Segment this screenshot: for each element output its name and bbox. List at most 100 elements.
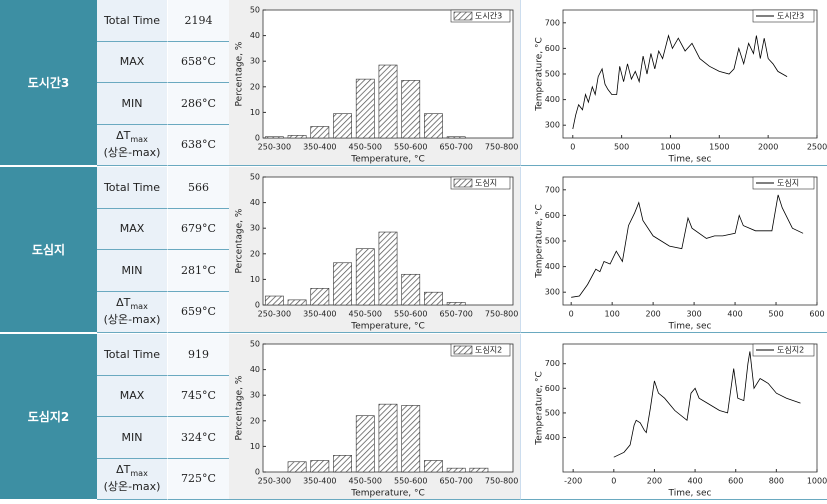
bar — [355, 248, 375, 306]
y-tick-label: 400 — [545, 95, 560, 104]
bar — [469, 467, 489, 473]
y-tick-label: 500 — [545, 70, 560, 79]
y-axis-label: Temperature, °C — [535, 371, 545, 446]
x-tick-label: 100 — [605, 310, 620, 319]
y-tick-label: 20 — [250, 82, 260, 91]
stat-label-note: (상온-max) — [103, 313, 161, 327]
x-tick-label: 200 — [647, 477, 662, 486]
bar — [401, 273, 421, 306]
y-tick-label: 700 — [545, 359, 560, 368]
y-tick-label: 0 — [255, 301, 260, 310]
bar — [355, 78, 375, 139]
x-tick-label: 500 — [768, 310, 783, 319]
legend-label: 도심지 — [777, 178, 799, 188]
x-tick-label: 750-800 — [485, 477, 518, 486]
stat-value-text: 2194 — [184, 13, 213, 27]
stat-label-line: ΔTmax — [104, 129, 161, 144]
legend-box — [752, 9, 815, 23]
stat-label: Total Time — [97, 167, 168, 209]
stat-value: 679°C — [168, 208, 229, 250]
stat-label-note: (상온-max) — [103, 146, 161, 160]
x-tick-label: 350-400 — [303, 310, 336, 319]
y-tick-label: 600 — [545, 211, 560, 220]
bar — [446, 136, 466, 139]
stat-label-line: ΔTmax — [104, 296, 161, 311]
stat-label: MAX — [97, 208, 168, 250]
x-tick-label: 2000 — [758, 143, 778, 152]
bar — [264, 295, 284, 306]
stat-value: 659°C — [168, 291, 229, 333]
stat-value: 281°C — [168, 250, 229, 292]
y-tick-label: 700 — [545, 185, 560, 194]
x-tick-label: 450-500 — [349, 477, 382, 486]
legend-label: 도심지2 — [475, 345, 502, 355]
x-tick-label: 800 — [769, 477, 784, 486]
stat-label-text: Total Time — [103, 180, 161, 194]
x-tick-label: 1000 — [660, 143, 680, 152]
legend-swatch — [453, 345, 473, 355]
stat-label-line: ΔTmax — [104, 463, 161, 478]
stat-label-text: MIN — [121, 263, 143, 277]
x-tick-label: 550-600 — [394, 143, 427, 152]
row-label: 도심지2 — [0, 334, 97, 501]
bar — [333, 455, 352, 473]
y-tick-label: 400 — [545, 433, 560, 442]
legend-box — [752, 343, 815, 357]
x-tick-label: 450-500 — [349, 310, 382, 319]
bar — [424, 460, 443, 473]
stat-value-text: 679°C — [181, 222, 216, 236]
x-tick-label: 0 — [570, 143, 575, 152]
stat-label-text: MIN — [121, 96, 143, 110]
bar — [378, 64, 398, 139]
y-tick-label: 30 — [250, 391, 260, 400]
x-tick-label: 2500 — [807, 143, 827, 152]
stat-label-wrap: ΔTmax (상온-max) — [104, 129, 161, 160]
y-tick-label: 50 — [250, 173, 260, 182]
line-panel: 400 500 600 700 Temperature, °C Time, sec 도심지2… — [520, 334, 827, 500]
y-tick-label: 10 — [250, 108, 260, 117]
row-label-text: 도시간3 — [27, 76, 70, 90]
stat-label: Total Time — [97, 0, 168, 42]
x-tick-label: 0 — [611, 477, 616, 486]
stat-label-sub: max — [130, 135, 148, 145]
x-axis-label: Time, sec — [668, 322, 712, 332]
row-label-text: 도심지2 — [27, 410, 70, 424]
y-tick-label: 0 — [255, 468, 260, 477]
stat-value: 286°C — [168, 83, 229, 125]
bar — [424, 113, 443, 139]
chart: 0 10 20 30 40 50 Percentage, % Temperature, °C 도… — [235, 6, 519, 165]
y-tick-label: 10 — [250, 275, 260, 284]
x-tick-label: 650-700 — [439, 477, 472, 486]
legend-box — [752, 176, 815, 190]
x-axis-label: Time, sec — [668, 155, 712, 165]
x-tick-label: 250-300 — [258, 310, 291, 319]
y-tick-label: 30 — [250, 57, 260, 66]
stat-label: MIN — [97, 417, 168, 459]
stat-value-text: 324°C — [181, 430, 216, 444]
y-tick-label: 300 — [545, 288, 560, 297]
stat-label-text: ΔT — [116, 129, 131, 143]
stat-label-wrap: ΔTmax (상온-max) — [104, 463, 161, 494]
stat-label: ΔTmax (상온-max) — [97, 458, 168, 500]
x-tick-label: 350-400 — [303, 143, 336, 152]
stat-label-sub: max — [130, 469, 148, 479]
bar — [287, 461, 307, 473]
chart: 300 400 500 600 700 Temperature, °C Time, sec 도… — [535, 9, 827, 165]
y-axis-label: Temperature, °C — [535, 204, 545, 279]
stat-value: 2194 — [168, 0, 229, 42]
stat-value: 658°C — [168, 41, 229, 83]
row-label: 도시간3 — [0, 0, 97, 167]
stat-value-text: 566 — [188, 180, 209, 194]
bar — [378, 231, 398, 306]
x-tick-label: 750-800 — [485, 143, 518, 152]
x-axis-label: Temperature, °C — [350, 155, 425, 165]
x-tick-label: 350-400 — [303, 477, 336, 486]
plot-area — [562, 9, 818, 139]
y-tick-label: 50 — [250, 340, 260, 349]
stat-value-text: 725°C — [181, 472, 216, 486]
y-tick-label: 20 — [250, 249, 260, 258]
bar — [446, 467, 466, 473]
x-tick-label: 650-700 — [439, 310, 472, 319]
stat-label-text: ΔT — [116, 463, 131, 477]
